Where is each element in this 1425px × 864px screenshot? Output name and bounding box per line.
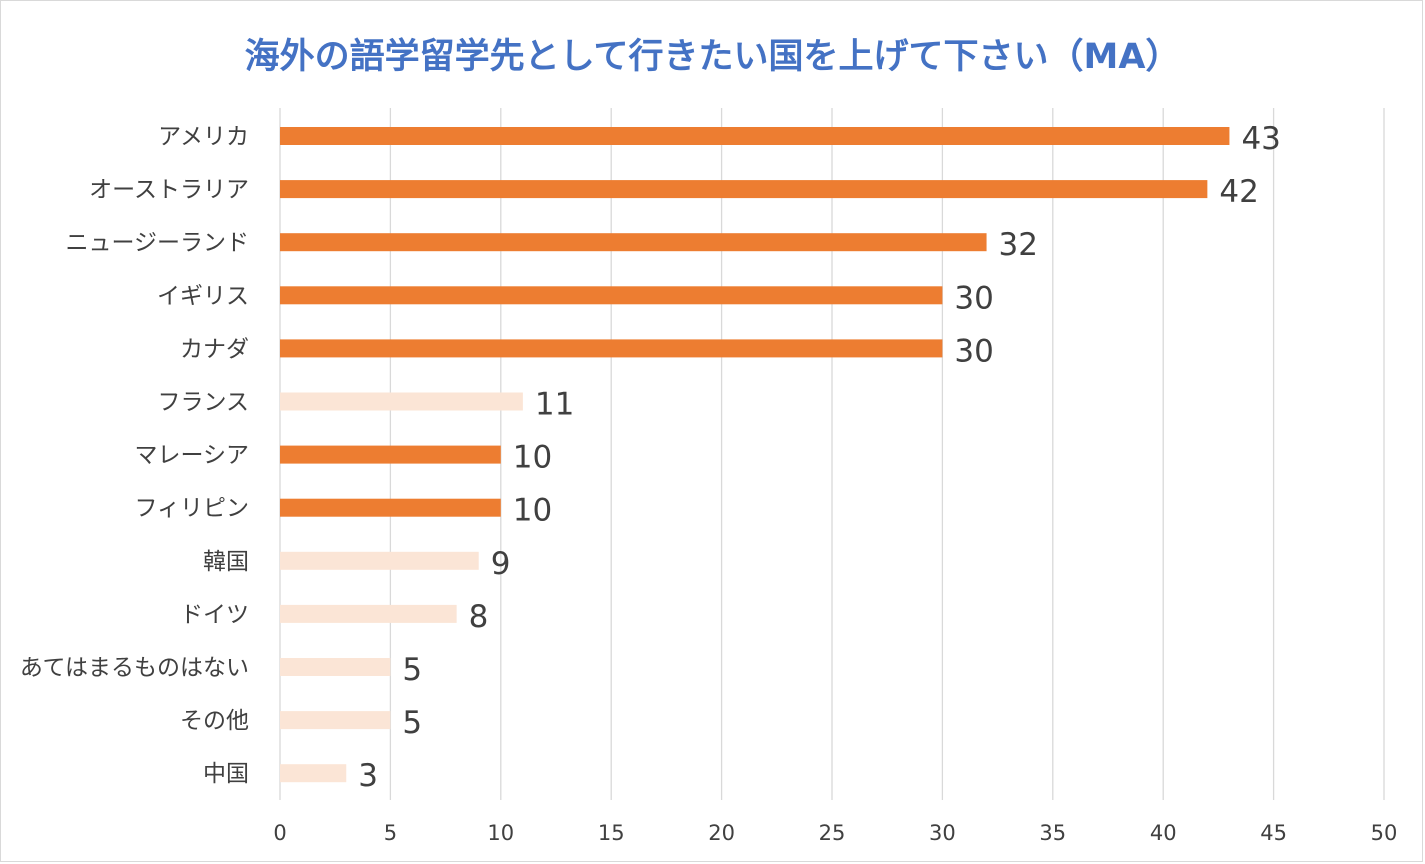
data-label: 3 <box>358 758 378 794</box>
x-tick-label: 10 <box>487 821 514 845</box>
category-label: アメリカ <box>158 124 249 150</box>
data-label: 5 <box>402 705 422 741</box>
category-label: フランス <box>157 390 249 416</box>
bar <box>280 658 391 676</box>
category-label: イギリス <box>157 283 249 309</box>
bar <box>280 604 457 623</box>
bar <box>280 445 501 464</box>
category-label: ニュージーランド <box>65 230 249 256</box>
data-label: 8 <box>469 599 489 635</box>
chart-title: 海外の語学留学先として行きたい国を上げて下さい（MA） <box>244 37 1181 77</box>
bar <box>280 180 1208 199</box>
category-label: フィリピン <box>134 496 249 522</box>
x-tick-label: 45 <box>1260 821 1287 845</box>
category-label: ドイツ <box>180 602 249 628</box>
data-label: 11 <box>535 387 574 423</box>
bar <box>280 498 501 517</box>
x-tick-label: 35 <box>1039 821 1066 845</box>
bar <box>280 339 943 358</box>
data-label: 42 <box>1219 174 1258 210</box>
category-label: オーストラリア <box>89 177 249 203</box>
data-label: 10 <box>513 440 552 476</box>
category-label: あてはまるものはない <box>20 655 249 681</box>
data-label: 5 <box>402 652 422 688</box>
data-label: 30 <box>954 333 993 369</box>
data-label: 9 <box>491 546 511 582</box>
category-label: その他 <box>180 708 249 734</box>
bar <box>280 286 943 305</box>
data-label: 32 <box>999 227 1038 263</box>
data-label: 43 <box>1241 121 1280 157</box>
bar <box>280 711 391 730</box>
category-label: 韓国 <box>203 549 249 575</box>
bar <box>280 392 523 411</box>
bar <box>280 551 479 570</box>
x-tick-label: 30 <box>929 821 956 845</box>
x-tick-label: 5 <box>384 821 397 845</box>
x-tick-label: 50 <box>1371 821 1398 845</box>
category-label: 中国 <box>203 761 249 787</box>
x-tick-label: 15 <box>598 821 625 845</box>
data-label: 30 <box>954 280 993 316</box>
x-tick-label: 0 <box>273 821 286 845</box>
bar <box>280 233 987 252</box>
x-tick-label: 20 <box>708 821 735 845</box>
category-label: カナダ <box>180 336 249 362</box>
x-tick-label: 40 <box>1150 821 1177 845</box>
data-label: 10 <box>513 493 552 529</box>
x-tick-label: 25 <box>819 821 846 845</box>
category-label: マレーシア <box>134 443 249 469</box>
bar <box>280 764 347 783</box>
bar <box>280 127 1230 145</box>
